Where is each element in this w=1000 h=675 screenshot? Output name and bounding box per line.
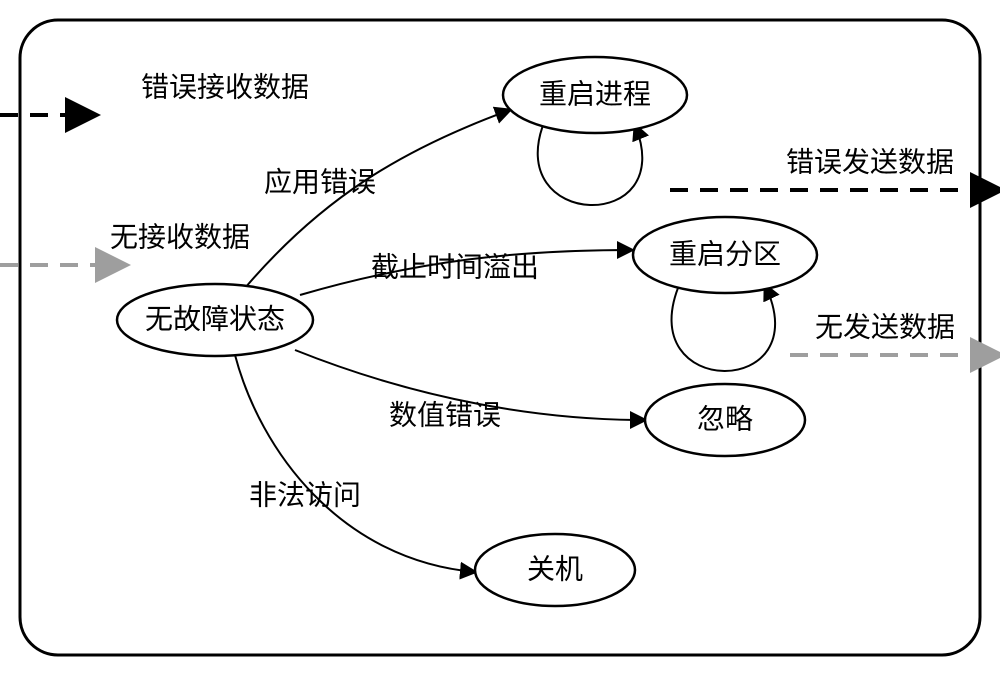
node-ignore-label: 忽略 [697, 403, 753, 435]
d_err_recv-label: 错误接收数据 [141, 71, 309, 103]
loop_part [672, 283, 776, 371]
e_num_err-label: 数值错误 [389, 399, 501, 431]
node-restart_proc-label: 重启进程 [539, 78, 651, 110]
node-no_fault-label: 无故障状态 [145, 303, 285, 335]
node-shutdown-label: 关机 [527, 553, 583, 585]
d_no_recv-label: 无接收数据 [110, 221, 250, 253]
d_no_send-label: 无发送数据 [815, 311, 955, 343]
e_deadline-label: 截止时间溢出 [371, 251, 539, 283]
d_err_send-label: 错误发送数据 [786, 146, 954, 178]
e_illegal-label: 非法访问 [249, 479, 361, 511]
e_app_err-label: 应用错误 [264, 166, 376, 198]
node-restart_part-label: 重启分区 [669, 238, 781, 270]
e_illegal-edge [235, 355, 475, 572]
